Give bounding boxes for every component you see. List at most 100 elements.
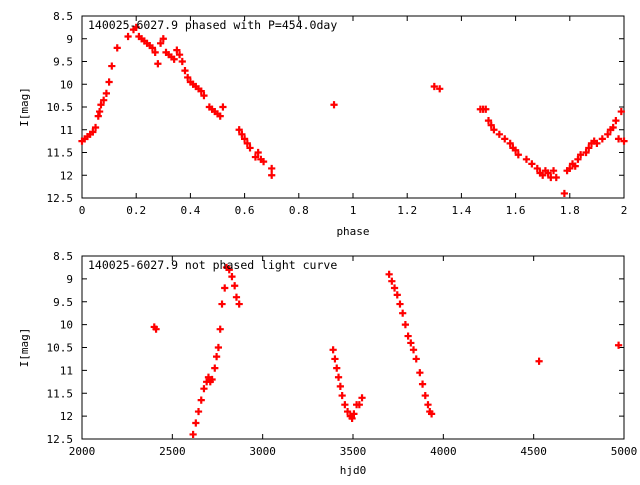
chart-2-data-point [218,300,226,308]
chart-1-data-point [604,130,612,138]
chart-2-y-tick-label: 11.5 [47,387,74,400]
chart-1-data-point [549,167,558,175]
chart-1-data-point [219,103,227,111]
chart-2-y-tick-label: 10.5 [47,342,74,355]
chart-2-data-point [424,401,432,409]
chart-2-data-point [189,430,197,439]
chart-2-data-point [331,355,339,363]
chart-2-data-point [421,391,429,400]
chart-1-data-point [159,35,167,43]
chart-2-data-point [225,266,233,274]
chart-2-data-point [221,284,229,292]
chart-2-data-point [390,284,399,292]
chart-1-y-tick-label: 9.5 [53,56,73,69]
chart-1-data-point [124,32,132,41]
chart-1-data-point [571,162,579,170]
chart-1-data-point [593,139,601,147]
chart-1-data-point [241,135,249,143]
chart-1-data-point [430,82,438,91]
chart-2-data-point [409,346,418,354]
chart-1-data-point [238,130,246,138]
chart-1-data-point [97,101,105,109]
chart-2-y-tick-label: 8.5 [53,250,73,263]
chart-2-x-tick-label: 4000 [430,445,457,458]
chart-1-data-point [436,85,444,93]
chart-1-data-point [254,148,262,157]
chart-2-y-tick-label: 11 [60,364,73,377]
chart-1-y-tick-label: 8.5 [53,10,73,23]
chart-1-data-point [246,144,254,152]
chart-1-x-tick-label: 0.8 [289,204,309,217]
chart-1-data-point [533,164,541,173]
chart-1-data-point [609,123,617,132]
chart-2-data-point [404,332,412,340]
chart-2-data-point [232,293,241,301]
chart-1-data-point [330,101,338,109]
chart-2-y-tick-label: 9 [66,273,73,286]
chart-1-data-point [547,173,555,182]
chart-2-data-point [194,407,203,416]
chart-1-data-point [91,123,100,132]
chart-2-data-point [348,414,356,423]
chart-1-data-point [105,78,113,86]
chart-1-data-point [89,128,97,136]
chart-1-data-point [173,46,181,54]
chart-2-data-point [418,380,427,388]
chart-2-data-point [329,346,337,354]
chart-2-y-tick-label: 10 [60,319,73,332]
chart-1-data-point [582,148,590,157]
chart-1-data-point [614,135,623,143]
chart-2-y-axis-label: I[mag] [18,328,31,368]
chart-1-data-point [490,126,498,134]
chart-1-x-tick-label: 0.4 [180,204,200,217]
chart-1-data-point [577,151,585,159]
chart-1-x-tick-label: 0.2 [126,204,146,217]
chart-1-data-point [544,169,552,177]
chart-1-y-axis-label: I[mag] [18,87,31,127]
chart-2-x-tick-label: 2000 [69,445,96,458]
chart-2-data-point [212,353,221,361]
chart-1-data-point [100,96,108,104]
chart-1-data-point [528,160,536,168]
chart-1-data-point [482,105,490,113]
chart-2-data-point [204,373,213,381]
chart-1-y-tick-label: 9 [66,33,73,46]
chart-1-x-tick-label: 1 [350,204,357,217]
chart-2-data-point [200,385,208,393]
chart-2-data-point [338,391,346,400]
chart-1-data-point [94,112,102,120]
chart-1-data-point [154,60,162,68]
chart-1-data-point [108,62,116,70]
chart-1-data-point [487,121,495,129]
chart-2-data-point [152,325,160,333]
chart-1-data-point [268,171,276,179]
chart-2-data-point [208,375,216,384]
chart-1-data-point [151,48,159,56]
chart-1-data-point [243,139,251,147]
chart-1-data-point [620,137,628,145]
chart-2-data-point [416,369,424,377]
chart-2-x-tick-label: 4500 [520,445,547,458]
chart-2-data-point [216,325,224,333]
chart-2-x-tick-label: 3500 [340,445,367,458]
chart-2-data-point [228,272,236,281]
chart-2-data-point [334,373,343,381]
chart-2-data-point [235,300,243,308]
chart-1-y-tick-label: 11.5 [47,147,74,160]
chart-2-data-point [355,401,363,409]
chart-2-y-tick-label: 12.5 [47,433,74,446]
chart-1-data-point [251,153,260,161]
chart-2-data-point [231,282,239,290]
chart-2-data-point [333,364,341,372]
chart-2-data-point [407,339,415,347]
chart-1-data-point [216,112,224,120]
chart-1-data-point [235,126,243,134]
chart-1-y-tick-label: 12 [60,169,73,182]
chart-1-data-point [552,173,560,182]
chart-2-data-point [535,357,543,365]
chart-2-data-point [614,341,623,349]
chart-2-data-point [399,309,407,317]
chart-2-data-point [350,410,358,418]
